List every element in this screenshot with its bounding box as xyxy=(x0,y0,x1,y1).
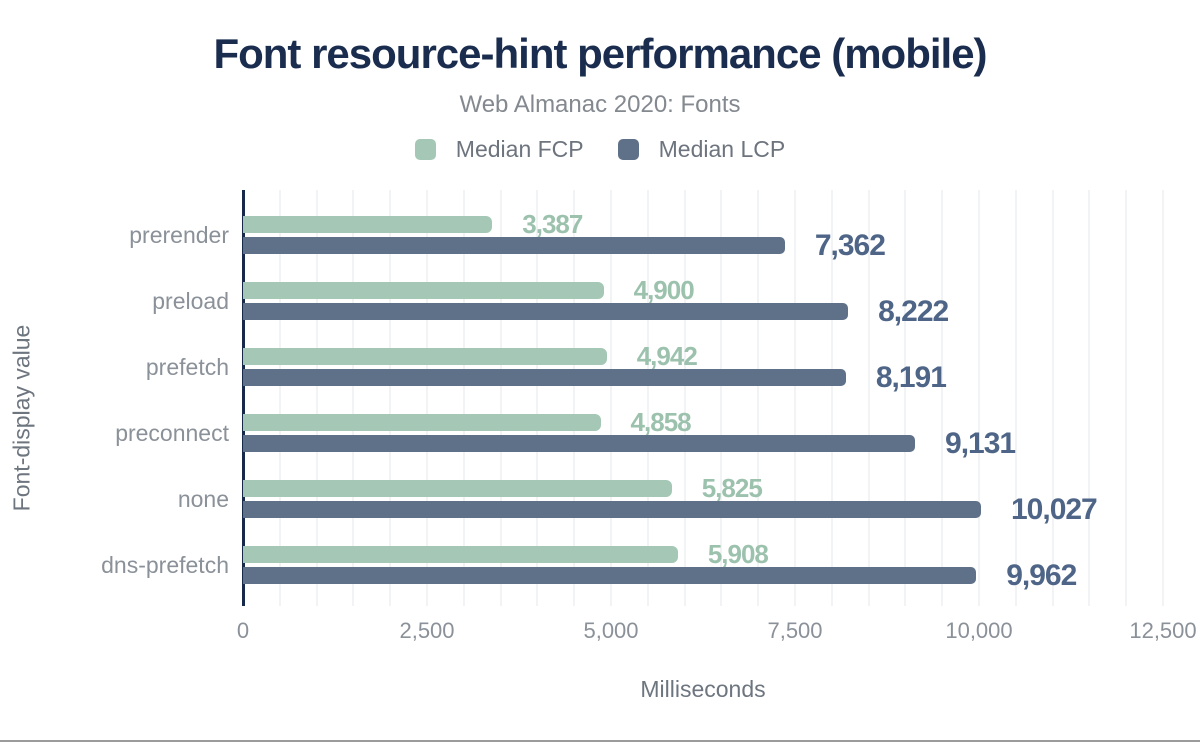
legend-item: Median FCP xyxy=(414,136,584,163)
bar-line: 5,825 xyxy=(243,473,1163,503)
bar-rows: prerender 3,387 7,362 preload 4,900 8,222 … xyxy=(101,190,1163,606)
gridline xyxy=(757,190,760,606)
gridline xyxy=(794,190,796,606)
bar-median-fcp xyxy=(243,216,493,233)
bar-median-lcp xyxy=(243,237,785,254)
gridline xyxy=(536,190,539,606)
x-tick-label: 7,500 xyxy=(767,618,823,643)
x-axis-ticks: 0 2,500 5,000 7,500 10,000 12,500 xyxy=(237,190,1197,643)
bar-line: 3,387 xyxy=(243,209,1163,239)
bar-line: 5,908 xyxy=(243,539,1163,569)
plot-area: prerender 3,387 7,362 preload 4,900 8,222 … xyxy=(101,190,1197,702)
gridline xyxy=(426,190,428,606)
bar-line: 4,942 xyxy=(243,341,1163,371)
x-tick-label: 12,500 xyxy=(1129,618,1197,643)
gridline xyxy=(315,190,318,606)
bar-median-lcp xyxy=(243,501,981,518)
bar-value-label: 4,858 xyxy=(630,407,692,437)
bar-median-lcp xyxy=(243,303,849,320)
category-label: dns-prefetch xyxy=(101,551,229,578)
bar-median-fcp xyxy=(243,348,607,365)
category-label: prerender xyxy=(129,221,229,248)
gridline xyxy=(352,190,355,606)
gridline xyxy=(830,190,833,606)
gridline xyxy=(646,190,649,606)
gridline xyxy=(720,190,723,606)
gridline xyxy=(389,190,392,606)
bar-group: 3,387 7,362 xyxy=(243,209,1163,261)
bar-line: 4,900 xyxy=(243,275,1163,305)
chart-row: none 5,825 10,027 xyxy=(178,454,1163,525)
y-axis-title: Font-display value xyxy=(8,324,35,512)
legend-label: Median LCP xyxy=(658,136,786,162)
gridline xyxy=(1051,190,1054,606)
legend-swatch-icon xyxy=(414,139,436,160)
legend-label: Median FCP xyxy=(455,136,584,162)
bar-value-label: 5,908 xyxy=(707,539,769,569)
chart-subtitle: Web Almanac 2020: Fonts xyxy=(459,91,741,118)
bar-median-fcp xyxy=(243,414,601,431)
bar-median-lcp xyxy=(243,369,846,386)
gridline xyxy=(1014,190,1017,606)
category-label: prefetch xyxy=(145,353,229,380)
x-tick-label: 2,500 xyxy=(399,618,455,643)
category-label: preload xyxy=(152,287,229,314)
gridline xyxy=(1162,190,1164,606)
bar-median-lcp xyxy=(243,435,916,452)
gridline xyxy=(462,190,465,606)
gridline xyxy=(904,190,907,606)
chart-row: preconnect 4,858 9,131 xyxy=(115,388,1163,459)
category-label: none xyxy=(177,485,229,512)
bar-median-fcp xyxy=(243,480,672,497)
legend: Median FCP Median LCP xyxy=(0,136,1200,163)
gridline xyxy=(1125,190,1128,606)
gridline xyxy=(499,190,502,606)
x-tick-label: 0 xyxy=(236,618,250,643)
x-tick-label: 5,000 xyxy=(583,618,639,643)
bar-group: 4,900 8,222 xyxy=(243,275,1163,327)
bar-group: 5,908 9,962 xyxy=(243,539,1163,591)
gridline xyxy=(573,190,576,606)
x-axis-title: Milliseconds xyxy=(640,676,766,702)
bar-value-label: 4,900 xyxy=(633,275,695,305)
chart-row: prerender 3,387 7,362 xyxy=(129,190,1163,261)
chart-row: dns-prefetch 5,908 9,962 xyxy=(101,520,1163,591)
bar-group: 4,942 8,191 xyxy=(243,341,1163,393)
category-label: preconnect xyxy=(115,419,229,446)
legend-item: Median LCP xyxy=(617,136,786,163)
bar-value-label: 5,825 xyxy=(701,473,763,503)
gridline xyxy=(610,190,612,606)
x-tick-label: 10,000 xyxy=(945,618,1013,643)
chart-row: preload 4,900 8,222 xyxy=(152,256,1163,327)
bar-median-fcp xyxy=(243,282,604,299)
gridline xyxy=(683,190,686,606)
gridline xyxy=(941,190,944,606)
gridline xyxy=(867,190,870,606)
bar-value-label: 3,387 xyxy=(522,209,583,239)
gridline xyxy=(278,190,281,606)
bar-group: 4,858 9,131 xyxy=(243,407,1163,459)
gridline xyxy=(978,190,980,606)
bar-median-lcp xyxy=(243,567,977,584)
bar-value-label: 4,942 xyxy=(636,341,698,371)
bar-median-fcp xyxy=(243,546,678,563)
legend-swatch-icon xyxy=(617,139,639,160)
bar-line: 4,858 xyxy=(243,407,1163,437)
gridline xyxy=(1088,190,1091,606)
chart-title: Font resource-hint performance (mobile) xyxy=(213,30,987,77)
chart-row: prefetch 4,942 8,191 xyxy=(146,322,1163,393)
y-axis-line xyxy=(242,190,245,606)
